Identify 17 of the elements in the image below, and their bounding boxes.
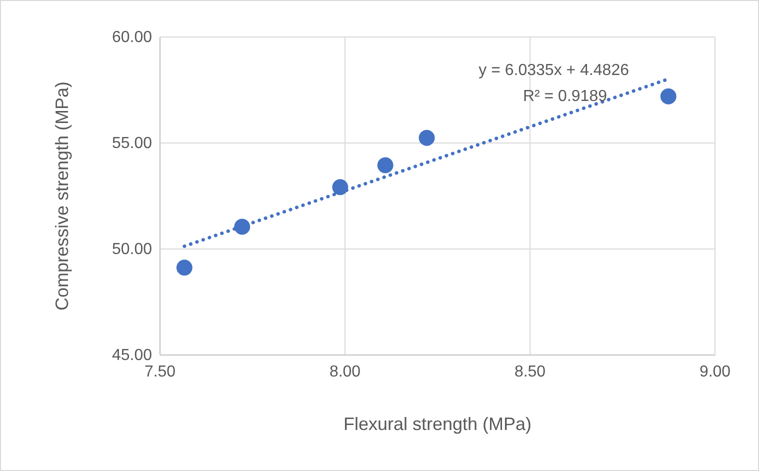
y-axis-title: Compressive strength (MPa) <box>52 81 72 311</box>
x-axis-title: Flexural strength (MPa) <box>343 414 532 434</box>
point <box>418 130 435 146</box>
x-tick-label: 9.00 <box>699 363 731 380</box>
point <box>660 88 676 104</box>
x-tick-label: 8.50 <box>514 363 546 380</box>
annotation: y = 6.0335x + 4.4826 <box>478 62 630 79</box>
y-tick-label: 55.00 <box>112 135 152 152</box>
point <box>377 157 394 174</box>
x-tick-label: 8.00 <box>329 363 361 380</box>
x-tick-label: 7.50 <box>144 363 176 380</box>
y-tick-label: 60.00 <box>112 29 152 46</box>
point <box>332 179 348 196</box>
point <box>176 260 192 276</box>
annotation: R² = 0.9189 <box>522 88 608 105</box>
y-tick-label: 45.00 <box>112 347 152 364</box>
y-tick-label: 50.00 <box>112 241 152 258</box>
